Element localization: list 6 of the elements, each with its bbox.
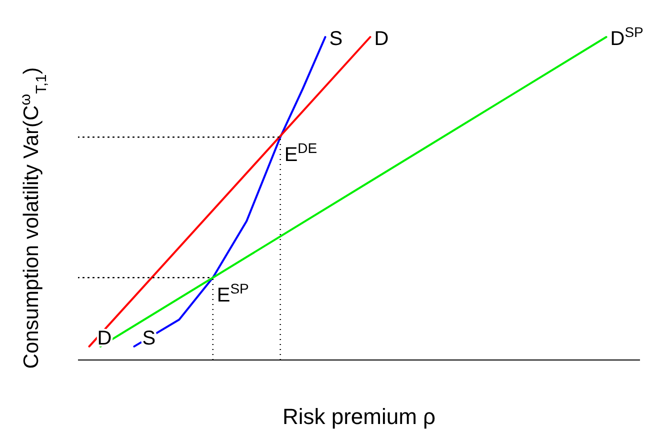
series-label: S xyxy=(329,28,343,50)
series-label: E$^{DE}$ xyxy=(284,140,318,166)
series-label: E$^{SP}$ xyxy=(216,280,249,307)
series-label: D xyxy=(374,28,389,50)
x-axis-title: Risk premium ρ xyxy=(282,404,436,429)
series-label: D$^{SP}$ xyxy=(610,24,644,50)
